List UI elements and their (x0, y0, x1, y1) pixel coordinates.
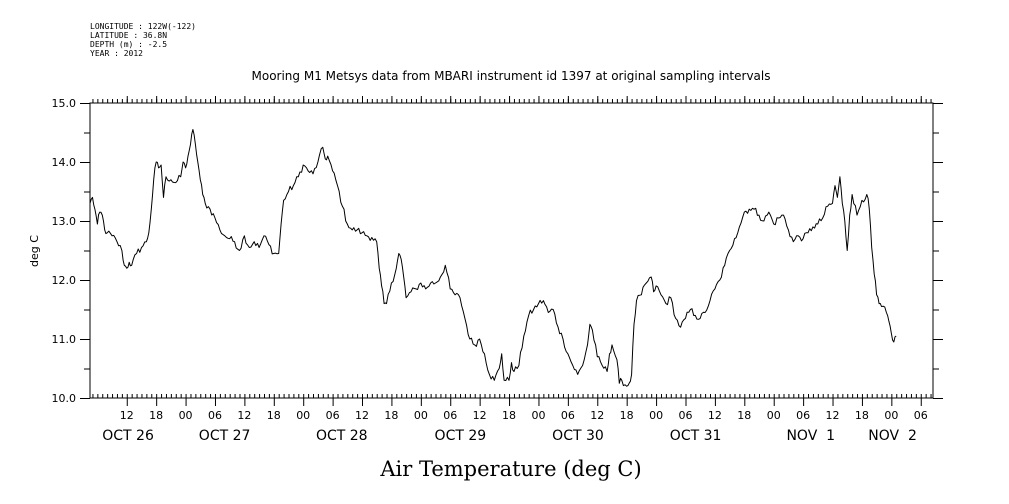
x-hour-label: 12 (590, 409, 604, 422)
x-hour-label: 00 (531, 409, 545, 422)
x-hour-label: 18 (620, 409, 634, 422)
x-day-label: OCT 26 (102, 428, 154, 444)
chart-title: Mooring M1 Metsys data from MBARI instru… (252, 69, 771, 83)
x-day-label: OCT 28 (316, 428, 368, 444)
x-axis-label: Air Temperature (deg C) (379, 457, 641, 481)
y-axis-label: deg C (28, 235, 41, 267)
x-hour-label: 00 (884, 409, 898, 422)
x-hour-label: 12 (355, 409, 369, 422)
x-day-label: NOV 2 (868, 428, 917, 444)
x-day-label: OCT 31 (670, 428, 722, 444)
metadata-block: LONGITUDE : 122W(-122) LATITUDE : 36.8N … (90, 22, 196, 58)
x-hour-label: 18 (267, 409, 281, 422)
x-hour-label: 00 (649, 409, 663, 422)
y-tick-label: 12.0 (52, 274, 77, 287)
x-hour-label: 12 (120, 409, 134, 422)
latitude-label: LATITUDE : 36.8N (90, 31, 168, 40)
x-hour-label: 06 (326, 409, 340, 422)
x-hour-label: 12 (473, 409, 487, 422)
x-hour-label: 18 (502, 409, 516, 422)
x-hour-label: 18 (737, 409, 751, 422)
depth-label: DEPTH (m) : -2.5 (90, 40, 168, 49)
x-hour-label: 06 (208, 409, 222, 422)
x-day-label: OCT 29 (435, 428, 487, 444)
air-temperature-series-line (89, 129, 897, 387)
longitude-label: LONGITUDE : 122W(-122) (90, 22, 196, 31)
x-day-label: OCT 30 (552, 428, 604, 444)
x-hour-label: 12 (708, 409, 722, 422)
year-label: YEAR : 2012 (90, 49, 143, 58)
y-tick-label: 15.0 (52, 97, 77, 110)
y-tick-label: 10.0 (52, 392, 77, 405)
x-hour-label: 00 (414, 409, 428, 422)
x-hour-label: 06 (796, 409, 810, 422)
x-hour-label: 06 (914, 409, 928, 422)
x-hour-label: 00 (296, 409, 310, 422)
x-hour-label: 12 (826, 409, 840, 422)
x-hour-label: 06 (561, 409, 575, 422)
y-tick-label: 14.0 (52, 156, 77, 169)
x-hour-label: 12 (237, 409, 251, 422)
y-tick-label: 13.0 (52, 215, 77, 228)
x-hour-label: 06 (443, 409, 457, 422)
plot-frame (89, 102, 934, 399)
x-hour-label: 06 (678, 409, 692, 422)
x-day-label: NOV 1 (786, 428, 835, 444)
x-hour-label: 18 (384, 409, 398, 422)
x-hour-label: 18 (855, 409, 869, 422)
x-hour-label: 18 (149, 409, 163, 422)
x-hour-label: 00 (179, 409, 193, 422)
y-tick-label: 11.0 (52, 333, 77, 346)
x-hour-label: 00 (767, 409, 781, 422)
x-day-label: OCT 27 (199, 428, 251, 444)
